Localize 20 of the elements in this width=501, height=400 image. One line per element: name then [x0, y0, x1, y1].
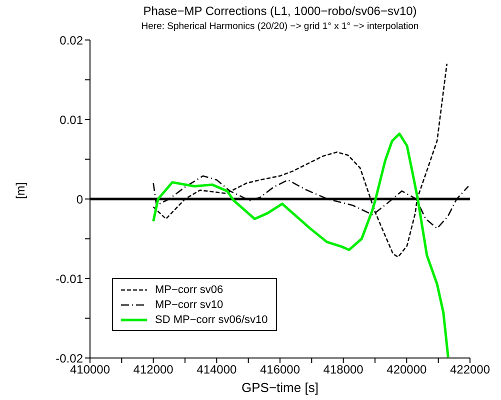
legend-label: SD MP−corr sv06/sv10: [155, 314, 268, 326]
x-tick-label: 420000: [386, 362, 428, 377]
y-tick-label: -0.02: [56, 351, 84, 366]
y-tick-label: 0.01: [60, 112, 84, 127]
x-tick-label: 414000: [196, 362, 238, 377]
line-series: [152, 132, 450, 358]
y-tick-label: 0: [76, 192, 84, 206]
legend-label: MP−corr sv10: [155, 298, 224, 310]
x-tick-label: 412000: [133, 362, 174, 377]
y-tick-label: -0.01: [56, 272, 84, 286]
y-axis-title: [m]: [13, 182, 28, 199]
chart-title: Phase−MP Corrections (L1, 1000−robo/sv06−sv10): [142, 4, 418, 18]
y-tick-label: 0.02: [60, 33, 84, 48]
chart-subtitle: Here: Spherical Harmonics (20/20) −> grid 1° x 1° −> interpolation: [140, 21, 420, 32]
x-tick-label: 422000: [450, 362, 490, 377]
x-tick-label: 410000: [70, 362, 110, 377]
x-axis-title: GPS−time [s]: [242, 380, 318, 395]
x-tick-label: 416000: [260, 362, 300, 377]
x-tick-label: 418000: [323, 362, 364, 377]
legend-label: MP−corr sv06: [155, 284, 224, 296]
